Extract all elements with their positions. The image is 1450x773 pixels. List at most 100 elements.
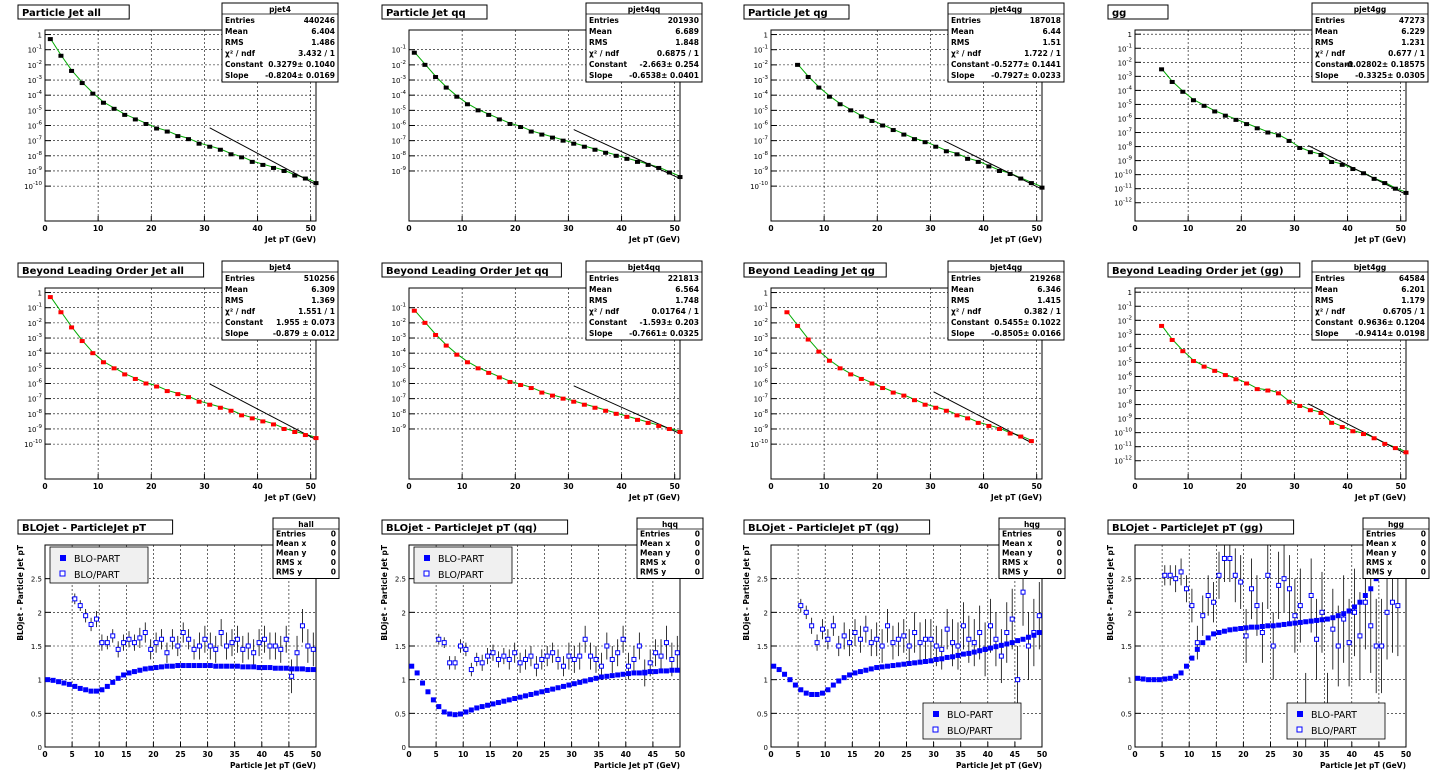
stats-box xyxy=(585,260,703,341)
stats-key: RMS x xyxy=(1002,558,1028,567)
data-point xyxy=(933,144,939,149)
stats-value: -0.8505± 0.0166 xyxy=(991,329,1061,338)
data-point xyxy=(464,102,470,107)
data-point xyxy=(656,423,662,428)
data-point-ratio xyxy=(262,636,268,642)
x-tick-label: 20 xyxy=(146,482,156,491)
x-tick-label: 5 xyxy=(1159,750,1164,759)
data-point-diff xyxy=(977,648,983,654)
data-point-ratio xyxy=(148,646,154,652)
stats-key: Slope xyxy=(225,71,249,80)
y-tick-label: 2.5 xyxy=(395,576,406,584)
data-point-diff xyxy=(533,690,539,696)
data-point-diff xyxy=(906,661,912,667)
x-axis-label: Particle Jet pT (GeV) xyxy=(230,761,316,770)
stats-title: bjet4qq xyxy=(628,263,661,272)
x-tick-label: 15 xyxy=(1211,750,1221,759)
data-point-ratio xyxy=(1173,576,1179,582)
data-point xyxy=(164,129,170,134)
stats-value: 1.848 xyxy=(675,38,699,47)
data-point-diff xyxy=(1357,599,1363,605)
stats-value: -0.3325± 0.0305 xyxy=(1355,71,1425,80)
data-point xyxy=(943,149,949,154)
y-tick-label: 10-7 xyxy=(754,394,769,404)
data-point-diff xyxy=(50,677,56,683)
data-point xyxy=(1201,364,1207,369)
data-point-ratio xyxy=(463,646,469,652)
data-point xyxy=(143,121,149,126)
y-tick-label: 0.5 xyxy=(757,710,768,718)
data-point-diff xyxy=(879,664,885,670)
x-tick-label: 25 xyxy=(539,750,549,759)
y-tick-label: 2 xyxy=(1128,609,1132,617)
title-box xyxy=(381,519,569,535)
stats-key: RMS x xyxy=(276,558,302,567)
data-point xyxy=(816,349,822,354)
data-point-diff xyxy=(512,696,518,702)
stats-value: 0 xyxy=(695,568,700,577)
y-tick-label: 10-5 xyxy=(392,105,407,115)
data-point-diff xyxy=(159,664,165,670)
data-point-diff xyxy=(272,665,278,671)
x-tick-label: 40 xyxy=(616,224,626,233)
chart-panel-10: BLOjet - ParticleJet pT (qq)0 5 10 15 20 25 30… xyxy=(380,517,704,770)
x-tick-label: 30 xyxy=(1289,224,1299,233)
data-point-ratio xyxy=(175,643,181,649)
data-point-diff xyxy=(115,675,121,681)
data-point-ratio xyxy=(191,646,197,652)
stats-value: 1.551 / 1 xyxy=(298,307,335,316)
x-tick-label: 40 xyxy=(621,750,631,759)
y-tick-label: 10-4 xyxy=(1118,343,1133,353)
data-point xyxy=(1190,98,1196,103)
x-tick-label: 0 xyxy=(406,750,411,759)
data-point xyxy=(292,430,298,435)
y-tick-label: 10-1 xyxy=(1118,43,1132,53)
data-point xyxy=(1180,349,1186,354)
data-point-diff xyxy=(169,663,175,669)
y-tick-label: 1 xyxy=(402,677,406,685)
data-point xyxy=(528,129,534,134)
data-point-ratio xyxy=(278,646,284,652)
data-point-diff xyxy=(1020,636,1026,642)
data-point-diff xyxy=(142,666,148,672)
data-point-ratio xyxy=(874,636,880,642)
stats-value: 6.309 xyxy=(311,285,335,294)
data-point xyxy=(1254,126,1260,131)
y-axis-label: BLOjet - Particle Jet pT xyxy=(742,544,751,641)
data-point-diff xyxy=(550,686,556,692)
data-point xyxy=(613,411,619,416)
data-point xyxy=(58,310,64,315)
data-point-ratio xyxy=(895,636,901,642)
data-point-diff xyxy=(126,670,132,676)
stats-value: 1.369 xyxy=(311,296,335,305)
data-point-ratio xyxy=(77,603,83,609)
stats-key: Entries xyxy=(1315,274,1345,283)
stats-value: 0 xyxy=(1057,539,1062,548)
data-point-diff xyxy=(180,663,186,669)
data-point-diff xyxy=(647,669,653,675)
data-point-ratio xyxy=(137,635,143,641)
data-point-ratio xyxy=(1025,643,1031,649)
data-point xyxy=(1403,190,1409,195)
stats-value: 0 xyxy=(1421,549,1426,558)
data-point-diff xyxy=(830,682,836,688)
data-point-diff xyxy=(45,677,51,683)
data-point-diff xyxy=(1156,677,1162,683)
y-tick-label: 10-8 xyxy=(392,409,407,419)
x-tick-label: 0 xyxy=(42,224,47,233)
data-point-diff xyxy=(615,672,621,678)
data-point xyxy=(624,156,630,161)
x-axis-label: Particle Jet pT (GeV) xyxy=(594,761,680,770)
stats-key: RMS xyxy=(225,296,244,305)
x-tick-label: 5 xyxy=(69,750,74,759)
data-point-diff xyxy=(153,665,159,671)
data-point-diff xyxy=(669,667,675,673)
data-point-ratio xyxy=(1373,643,1379,649)
data-point-diff xyxy=(88,688,94,694)
x-tick-label: 0 xyxy=(768,482,773,491)
data-point-ratio xyxy=(933,643,939,649)
data-point-diff xyxy=(234,663,240,669)
data-point-diff xyxy=(110,679,116,685)
data-point xyxy=(560,138,566,143)
stats-key: Constant xyxy=(1315,318,1353,327)
